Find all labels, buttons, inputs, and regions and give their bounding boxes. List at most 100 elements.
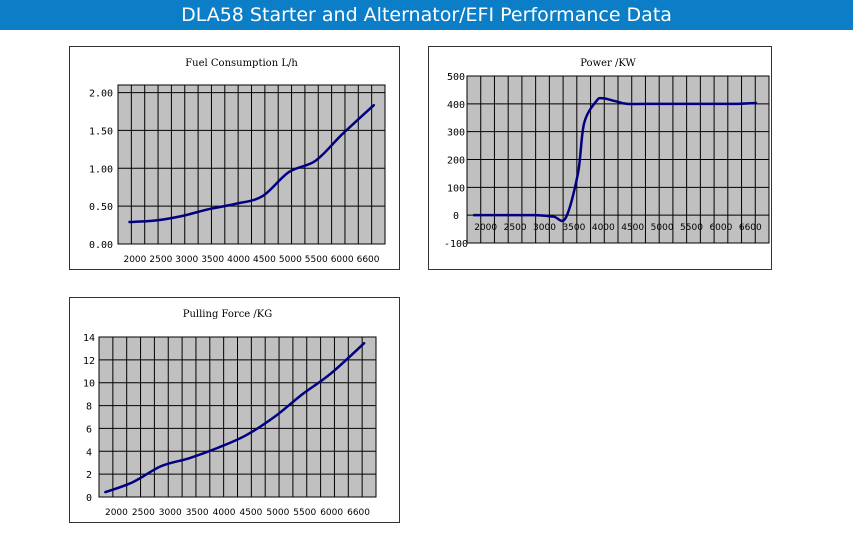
pulling-force-x-tick-label: 2500	[132, 508, 155, 518]
power-y-tick-label: 0	[453, 211, 459, 222]
pulling-force-data-point	[245, 434, 247, 436]
fuel-x-tick-label: 2500	[149, 255, 172, 265]
pulling-force-data-point	[104, 491, 106, 494]
fuel-y-tick-label: 1.50	[89, 126, 113, 137]
power-x-tick-label: 5500	[680, 223, 703, 233]
power-data-point	[595, 100, 598, 102]
pulling-force-data-point	[330, 372, 332, 375]
power-x-tick-label: 6000	[709, 223, 732, 233]
power-y-tick-label: 400	[447, 100, 465, 111]
fuel-y-tick-label: 0.50	[89, 202, 113, 213]
power-x-tick-label: 3500	[562, 223, 585, 233]
pulling-force-y-tick-label: 2	[86, 470, 92, 481]
power-y-tick-label: 500	[447, 72, 465, 83]
pulling-force-data-point	[217, 447, 219, 449]
fuel-data-point	[373, 104, 375, 106]
power-data-point	[737, 103, 739, 105]
fuel-x-tick-label: 5500	[305, 255, 328, 265]
fuel-x-tick-label: 2000	[123, 255, 146, 265]
power-data-point	[688, 103, 690, 105]
pulling-force-y-tick-label: 0	[86, 493, 92, 504]
power-data-point	[601, 97, 604, 99]
power-x-tick-label: 5000	[651, 223, 674, 233]
fuel-x-tick-label: 3500	[201, 255, 224, 265]
pulling-force-data-point	[188, 457, 191, 459]
power-x-tick-label: 2500	[504, 223, 527, 233]
pulling-force-x-tick-label: 5000	[266, 508, 289, 518]
power-x-tick-label: 6600	[739, 223, 762, 233]
pulling-force-chart: Pulling Force /KG 0 2 4 6 8 10 12 14 2000 2500 3000…	[69, 297, 400, 523]
fuel-data-point	[208, 208, 210, 210]
pulling-force-chart-title: Pulling Force /KG	[183, 309, 273, 320]
power-x-tick-label: 2000	[474, 223, 497, 233]
pulling-force-x-tick-label: 4500	[239, 508, 262, 518]
fuel-x-tick-label: 6600	[357, 255, 380, 265]
fuel-x-tick-label: 3000	[175, 255, 198, 265]
power-chart: Power /KW -100 0 100 200 300 400 500 2000 2500 300…	[428, 46, 772, 270]
header-banner	[0, 0, 853, 30]
power-data-point	[626, 103, 628, 105]
power-y-tick-label: -100	[444, 239, 468, 250]
fuel-x-tick-label: 4500	[253, 255, 276, 265]
pulling-force-y-tick-label: 4	[86, 447, 92, 458]
pulling-force-chart-svg: Pulling Force /KG 0 2 4 6 8 10 12 14 2000 2500 3000…	[83, 309, 377, 518]
power-data-point	[577, 172, 579, 175]
power-x-tick-label: 4000	[592, 223, 615, 233]
power-data-point	[657, 103, 659, 105]
power-y-tick-label: 200	[447, 156, 465, 167]
pulling-force-x-tick-label: 6600	[347, 508, 370, 518]
pulling-force-x-tick-label: 5500	[293, 508, 316, 518]
power-chart-svg: Power /KW -100 0 100 200 300 400 500 2000 2500 300…	[444, 58, 770, 250]
pulling-force-y-tick-label: 8	[86, 402, 92, 413]
power-data-point	[614, 100, 616, 102]
power-data-point	[719, 103, 721, 105]
fuel-x-tick-label: 4000	[227, 255, 250, 265]
power-data-point	[565, 217, 567, 219]
power-data-point	[534, 214, 536, 216]
power-x-tick-label: 3000	[533, 223, 556, 233]
pulling-force-x-tick-label: 6000	[320, 508, 343, 518]
fuel-consumption-chart-svg: Fuel Consumption L/h 0.00 0.50 1.00 1.50 2.00…	[89, 58, 386, 265]
pulling-force-y-tick-label: 12	[83, 356, 95, 367]
power-data-point	[472, 214, 474, 216]
fuel-data-point	[128, 221, 130, 223]
pulling-force-x-tick-label: 3000	[159, 508, 182, 518]
fuel-x-tick-label: 6000	[331, 255, 354, 265]
power-y-tick-label: 100	[447, 183, 465, 194]
page-title: DLA58 Starter and Alternator/EFI Perform…	[181, 4, 672, 26]
pulling-force-y-tick-label: 6	[86, 424, 92, 435]
fuel-x-tick-label: 5000	[279, 255, 302, 265]
pulling-force-data-point	[301, 393, 304, 395]
fuel-data-point	[154, 219, 156, 222]
fuel-consumption-chart: Fuel Consumption L/h 0.00 0.50 1.00 1.50 2.00…	[69, 46, 400, 270]
power-data-point	[552, 215, 554, 218]
power-x-tick-label: 4500	[621, 223, 644, 233]
fuel-data-point	[288, 171, 290, 173]
power-data-point	[756, 102, 758, 104]
fuel-y-tick-label: 1.00	[89, 164, 113, 175]
pulling-force-x-tick-label: 4000	[213, 508, 236, 518]
fuel-y-tick-label: 0.00	[89, 240, 113, 251]
fuel-y-tick-label: 2.00	[89, 89, 113, 100]
fuel-data-point	[341, 133, 343, 135]
fuel-chart-title: Fuel Consumption L/h	[185, 58, 298, 69]
pulling-force-data-point	[132, 481, 134, 483]
fuel-data-point	[181, 215, 183, 217]
fuel-data-point	[314, 160, 317, 162]
pulling-force-x-tick-label: 3500	[186, 508, 209, 518]
pulling-force-data-point	[364, 342, 366, 344]
power-y-tick-label: 300	[447, 128, 465, 139]
pulling-force-x-tick-label: 2000	[105, 508, 128, 518]
power-series-line	[473, 96, 757, 223]
power-chart-title: Power /KW	[580, 58, 636, 69]
pulling-force-data-point	[273, 416, 275, 418]
fuel-data-point	[261, 195, 263, 197]
pulling-force-data-point	[160, 465, 162, 467]
power-data-point	[503, 214, 505, 216]
pulling-force-y-tick-label: 14	[83, 333, 95, 344]
pulling-force-y-tick-label: 10	[83, 379, 95, 390]
pulling-force-series-line	[104, 341, 366, 494]
power-data-point	[583, 122, 585, 124]
fuel-data-point	[234, 203, 237, 205]
fuel-series-line	[128, 103, 376, 224]
